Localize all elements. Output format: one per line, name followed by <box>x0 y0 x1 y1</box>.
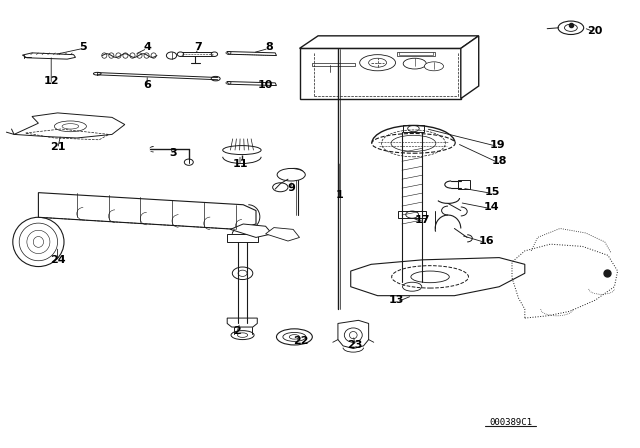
Text: 19: 19 <box>490 140 506 150</box>
Polygon shape <box>180 52 214 56</box>
Polygon shape <box>14 113 125 138</box>
Text: 20: 20 <box>588 26 603 36</box>
Text: 10: 10 <box>258 80 273 90</box>
Text: 3: 3 <box>169 148 177 158</box>
Ellipse shape <box>360 55 396 71</box>
Text: 1: 1 <box>335 190 343 200</box>
Text: 22: 22 <box>293 336 308 346</box>
Ellipse shape <box>223 146 261 155</box>
Bar <box>399 52 433 55</box>
Ellipse shape <box>177 52 184 56</box>
Ellipse shape <box>372 134 455 153</box>
Text: 16: 16 <box>479 236 494 246</box>
Text: 23: 23 <box>348 340 363 350</box>
Ellipse shape <box>276 329 312 345</box>
Text: 13: 13 <box>389 295 404 305</box>
Text: 9: 9 <box>287 183 295 193</box>
Ellipse shape <box>558 21 584 34</box>
Polygon shape <box>227 52 276 56</box>
Polygon shape <box>338 320 369 349</box>
Polygon shape <box>230 224 272 237</box>
Text: 12: 12 <box>44 76 59 86</box>
Polygon shape <box>312 63 355 66</box>
Text: 14: 14 <box>484 202 499 212</box>
Text: 11: 11 <box>232 159 248 168</box>
Text: 6: 6 <box>143 80 151 90</box>
Polygon shape <box>461 36 479 99</box>
Polygon shape <box>266 228 300 241</box>
Ellipse shape <box>166 52 177 59</box>
Bar <box>227 234 258 242</box>
Ellipse shape <box>211 77 220 81</box>
Text: 21: 21 <box>50 142 65 152</box>
Ellipse shape <box>231 331 254 340</box>
Polygon shape <box>300 48 461 99</box>
Text: 18: 18 <box>492 156 507 166</box>
Polygon shape <box>351 258 525 296</box>
Polygon shape <box>227 82 276 86</box>
Text: 24: 24 <box>50 255 65 265</box>
Bar <box>398 211 426 218</box>
Ellipse shape <box>184 159 193 165</box>
Ellipse shape <box>232 267 253 280</box>
Text: 8: 8 <box>265 42 273 52</box>
Bar <box>403 125 424 132</box>
Ellipse shape <box>211 52 218 56</box>
Text: 7: 7 <box>195 42 202 52</box>
Text: 17: 17 <box>415 215 430 224</box>
Text: 15: 15 <box>485 187 500 197</box>
Ellipse shape <box>13 217 64 267</box>
Ellipse shape <box>424 62 444 71</box>
Text: 4: 4 <box>143 42 151 52</box>
Bar <box>397 52 435 56</box>
Ellipse shape <box>93 72 101 75</box>
Polygon shape <box>22 53 76 59</box>
Bar <box>458 180 470 189</box>
Polygon shape <box>38 193 256 229</box>
Ellipse shape <box>273 183 288 192</box>
Ellipse shape <box>403 58 426 69</box>
Text: 000389C1: 000389C1 <box>489 418 532 426</box>
Ellipse shape <box>277 168 305 181</box>
Polygon shape <box>300 36 479 48</box>
Text: 2: 2 <box>233 326 241 336</box>
Text: 5: 5 <box>79 42 87 52</box>
Polygon shape <box>227 318 257 327</box>
Ellipse shape <box>369 58 387 67</box>
